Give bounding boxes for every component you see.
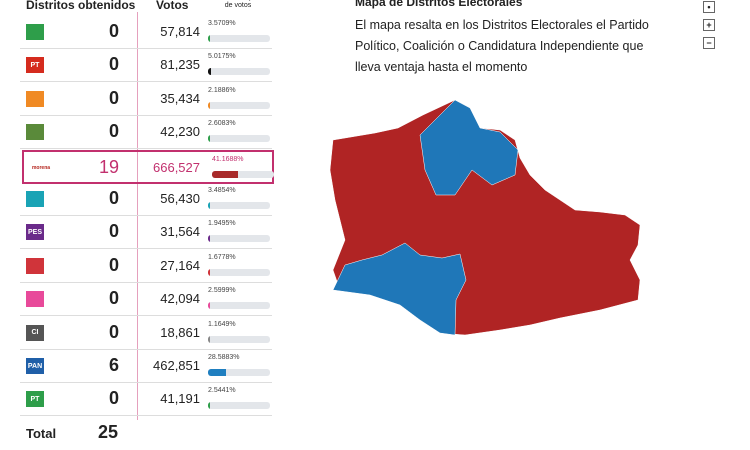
party-logo [26, 90, 44, 107]
votes-value: 35,434 [160, 90, 200, 106]
percent-track [208, 369, 270, 376]
percent-bar [208, 235, 210, 243]
votes-value: 56,430 [160, 191, 200, 206]
votes-value: 18,861 [160, 324, 200, 340]
party-logo: morena [30, 159, 52, 176]
total-value: 25 [98, 422, 119, 442]
result-row: 0 35,434 2.1886% [20, 83, 272, 116]
header-percent: Porcentaje de votos [221, 0, 254, 9]
zoom-in[interactable]: + [703, 19, 715, 31]
result-row: CI 0 18,861 1.1649% [20, 317, 272, 350]
party-logo [26, 191, 44, 207]
result-row: 0 56,430 3.4854% [20, 183, 272, 216]
party-logo: PES [26, 224, 44, 241]
map-title: Mapa de Distritos Electorales [355, 0, 523, 9]
votes-value: 81,235 [160, 57, 200, 73]
percent-label: 2.6083% [208, 120, 236, 128]
percent-track [208, 302, 270, 310]
result-row: PAN 6 462,851 28.5883% [20, 350, 272, 383]
percent-bar [208, 335, 210, 343]
votes-value: 31,564 [160, 224, 200, 240]
percent-bar [208, 369, 226, 376]
percent-bar [208, 202, 211, 209]
result-row: PT 0 41,191 2.5441% [20, 383, 272, 417]
districts-value: 0 [108, 388, 119, 409]
party-logo [26, 24, 44, 40]
votes-value: 462,851 [153, 358, 200, 373]
percent-label: 1.9495% [208, 220, 236, 228]
percent-label: 5.0175% [208, 53, 236, 61]
percent-label: 2.5999% [208, 287, 236, 295]
percent-track [208, 202, 270, 209]
percent-track [208, 135, 270, 143]
result-row: PES 0 31,564 1.9495% [20, 216, 272, 250]
districts-value: 0 [108, 121, 119, 142]
zoom-reset[interactable]: • [703, 1, 715, 13]
percent-track [212, 170, 274, 178]
zoom-out[interactable]: − [703, 37, 715, 49]
party-logo: CI [26, 324, 44, 341]
votes-value: 42,230 [160, 124, 200, 140]
percent-label: 1.1649% [208, 320, 236, 328]
percent-label: 41.1688% [212, 155, 244, 163]
percent-track [208, 101, 270, 109]
votes-value: 57,814 [160, 24, 200, 39]
percent-label: 28.5883% [208, 354, 240, 361]
percent-label: 2.5441% [208, 387, 236, 395]
header-districts: Distritos obtenidos [26, 0, 136, 12]
districts-value: 0 [108, 21, 119, 41]
party-logo [26, 124, 44, 141]
region-blue-west [332, 242, 467, 336]
districts-value: 0 [108, 87, 119, 108]
total-label: Total [26, 426, 57, 441]
party-logo [26, 257, 44, 274]
percent-track [208, 402, 270, 410]
result-row: PT 0 81,235 5.0175% [20, 49, 272, 83]
districts-value: 0 [108, 221, 119, 242]
percent-track [208, 335, 270, 343]
percent-track [208, 35, 270, 42]
result-row: 0 42,094 2.5999% [20, 283, 272, 317]
percent-bar [208, 68, 212, 76]
percent-label: 1.6778% [208, 253, 236, 261]
districts-value: 0 [108, 54, 119, 75]
header-votes: Votos [156, 0, 189, 12]
percent-bar [212, 170, 238, 178]
districts-value: 19 [98, 156, 119, 177]
percent-bar [208, 135, 210, 143]
party-logo: PAN [26, 358, 44, 374]
votes-value: 666,527 [153, 159, 200, 175]
percent-track [208, 235, 270, 243]
party-logo: PT [26, 57, 44, 74]
result-row: 0 42,230 2.6083% [20, 116, 272, 150]
region-blue-north [419, 99, 519, 196]
districts-value: 0 [108, 288, 119, 309]
column-divider [137, 12, 138, 420]
districts-value: 6 [108, 355, 119, 375]
districts-value: 0 [108, 254, 119, 275]
percent-label: 3.5709% [208, 20, 236, 27]
votes-value: 27,164 [160, 257, 200, 273]
percent-bar [208, 302, 210, 310]
party-logo: PT [26, 391, 44, 408]
votes-value: 42,094 [160, 291, 200, 307]
districts-value: 0 [108, 321, 119, 342]
percent-track [208, 268, 270, 276]
map-description: El mapa resalta en los Distritos Elector… [355, 18, 649, 74]
percent-bar [208, 402, 210, 410]
result-row: 0 57,814 3.5709% [20, 16, 272, 49]
districts-value: 0 [108, 188, 119, 208]
percent-bar [208, 268, 210, 276]
region-red [329, 99, 641, 336]
votes-value: 41,191 [160, 391, 200, 407]
result-row: morena 19 666,527 41.1688% [22, 149, 274, 184]
percent-bar [208, 35, 211, 42]
percent-track [208, 68, 270, 76]
percent-bar [208, 101, 210, 109]
result-row: 0 27,164 1.6778% [20, 250, 272, 283]
party-logo [26, 291, 44, 308]
percent-label: 2.1886% [208, 86, 236, 94]
percent-label: 3.4854% [208, 187, 236, 194]
